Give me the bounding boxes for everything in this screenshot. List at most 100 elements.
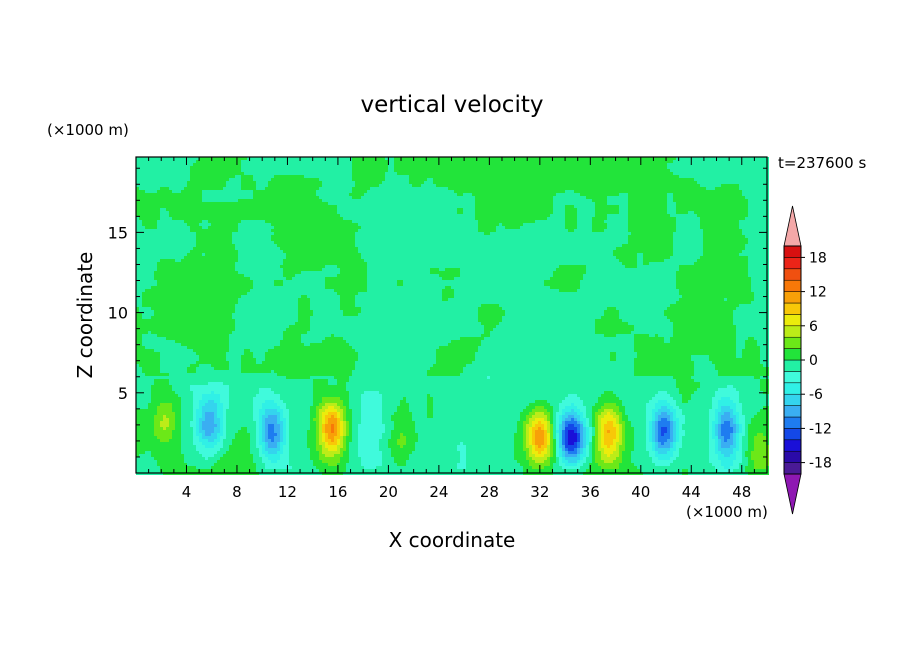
contour-cell: [673, 433, 676, 436]
contour-cell: [658, 334, 673, 337]
contour-cell: [310, 322, 481, 325]
contour-cell: [136, 460, 157, 463]
contour-cell: [733, 421, 736, 424]
contour-cell: [730, 424, 736, 427]
contour-cell: [607, 412, 610, 415]
contour-cell: [157, 436, 172, 439]
contour-cell: [136, 247, 193, 250]
contour-cell: [265, 439, 271, 442]
contour-cell: [214, 391, 229, 394]
contour-cell: [739, 427, 742, 430]
contour-cell: [382, 400, 400, 403]
contour-cell: [424, 181, 433, 184]
contour-cell: [280, 418, 286, 421]
contour-cell: [394, 424, 415, 427]
contour-cell: [154, 421, 160, 424]
contour-cell: [556, 415, 559, 418]
contour-cell: [247, 430, 256, 433]
contour-cell: [721, 460, 733, 463]
colorbar-swatch: [783, 382, 802, 395]
contour-cell: [718, 436, 724, 439]
contour-cell: [259, 433, 262, 436]
contour-cell: [313, 388, 346, 391]
contour-cell: [217, 451, 226, 454]
contour-cell: [643, 259, 664, 262]
contour-cell: [379, 184, 412, 187]
contour-cell: [259, 439, 262, 442]
contour-cell: [427, 400, 433, 403]
colorbar-tick-label: -18: [809, 456, 832, 472]
contour-cell: [607, 430, 610, 433]
contour-cell: [616, 418, 619, 421]
contour-cell: [628, 418, 646, 421]
contour-cell: [502, 316, 601, 319]
contour-cell: [562, 418, 565, 421]
contour-cell: [169, 373, 277, 376]
contour-cell: [682, 409, 709, 412]
contour-cell: [613, 250, 673, 253]
contour-cell: [151, 400, 181, 403]
contour-cell: [478, 316, 502, 319]
contour-cell: [157, 262, 235, 265]
contour-cell: [673, 445, 676, 448]
contour-cell: [676, 412, 682, 415]
contour-cell: [202, 412, 205, 415]
contour-cell: [289, 424, 310, 427]
contour-cell: [136, 235, 196, 238]
contour-cell: [676, 409, 682, 412]
contour-cell: [382, 457, 394, 460]
contour-cell: [568, 436, 577, 439]
contour-cell: [319, 442, 325, 445]
contour-cell: [619, 454, 622, 457]
contour-cell: [187, 223, 199, 226]
contour-cell: [565, 214, 577, 217]
contour-cell: [661, 433, 664, 436]
contour-cell: [652, 439, 655, 442]
contour-cell: [238, 256, 286, 259]
contour-cell: [409, 454, 460, 457]
contour-cell: [163, 427, 166, 430]
contour-cell: [721, 463, 733, 466]
contour-cell: [529, 412, 535, 415]
contour-cell: [277, 445, 280, 448]
contour-cell: [430, 268, 439, 271]
contour-cell: [136, 292, 142, 295]
contour-cell: [733, 427, 736, 430]
contour-cell: [700, 385, 727, 388]
contour-cell: [601, 445, 607, 448]
contour-cell: [214, 412, 217, 415]
contour-cell: [196, 427, 199, 430]
contour-cell: [589, 421, 592, 424]
contour-cell: [535, 448, 544, 451]
contour-cell: [352, 415, 361, 418]
contour-cell: [211, 466, 256, 469]
contour-cell: [391, 451, 412, 454]
contour-cell: [580, 436, 583, 439]
contour-cell: [625, 448, 634, 451]
contour-cell: [172, 190, 181, 193]
contour-cell: [742, 436, 748, 439]
contour-cell: [358, 451, 382, 454]
contour-cell: [619, 418, 622, 421]
contour-cell: [322, 421, 325, 424]
contour-cell: [676, 217, 700, 220]
contour-cell: [217, 436, 220, 439]
contour-cell: [694, 379, 760, 382]
contour-cell: [655, 463, 670, 466]
contour-cell: [586, 436, 589, 439]
contour-cell: [622, 244, 673, 247]
contour-cell: [136, 265, 157, 268]
contour-cell: [283, 445, 289, 448]
contour-cell: [199, 436, 202, 439]
contour-cell: [136, 367, 142, 370]
contour-cell: [673, 238, 703, 241]
contour-cell: [610, 352, 616, 355]
contour-cell: [565, 439, 568, 442]
contour-cell: [520, 412, 529, 415]
contour-cell: [541, 445, 547, 448]
contour-cell: [352, 187, 370, 190]
contour-cell: [160, 355, 199, 358]
contour-cell: [517, 430, 523, 433]
contour-cell: [280, 430, 283, 433]
contour-cell: [517, 424, 523, 427]
